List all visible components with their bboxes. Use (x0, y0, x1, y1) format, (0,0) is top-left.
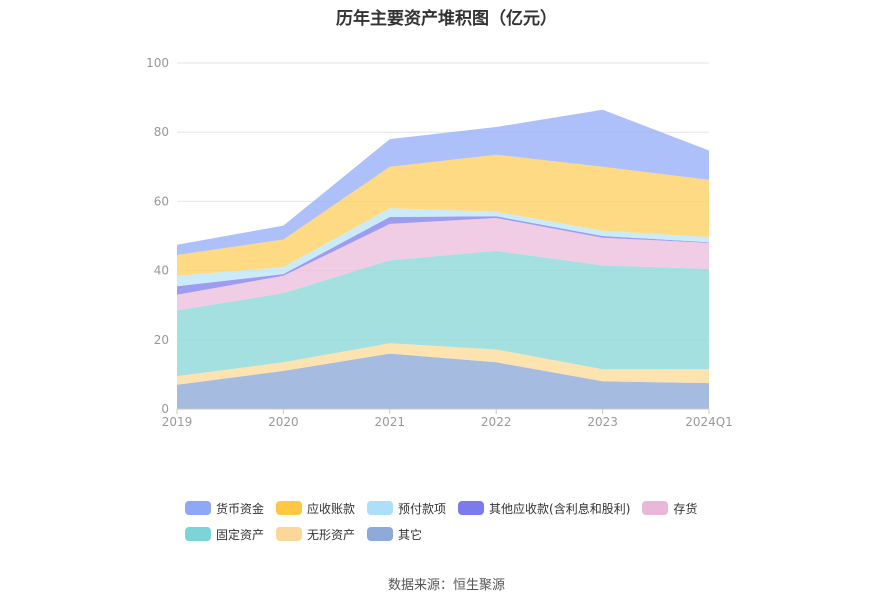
area-series-3 (177, 218, 709, 311)
x-tick-label: 2023 (587, 415, 618, 429)
legend-label: 应收账款 (307, 501, 356, 516)
x-tick-label: 2024Q1 (685, 415, 733, 429)
legend-item[interactable]: 固定资产 (185, 526, 264, 543)
area-series (177, 109, 709, 409)
source-note: 数据来源：恒生聚源 (387, 578, 505, 593)
legend-label: 预付款项 (398, 501, 447, 516)
legend-label: 货币资金 (216, 501, 265, 516)
legend-swatch (185, 501, 211, 515)
legend-row: 货币资金 应收账款 预付款项 其他应收款(含利息和股利) 存货 (185, 495, 745, 521)
legend-label: 无形资产 (307, 527, 356, 542)
legend: 货币资金 应收账款 预付款项 其他应收款(含利息和股利) 存货 固定资产 无形资产 其它 (185, 495, 745, 547)
y-tick-label: 40 (154, 264, 169, 278)
area-series-0 (177, 353, 709, 409)
y-tick-label: 60 (154, 194, 169, 208)
legend-item[interactable]: 货币资金 (185, 500, 264, 517)
chart-title: 历年主要资产堆积图（亿元） (336, 9, 557, 29)
legend-item[interactable]: 无形资产 (276, 526, 355, 543)
legend-swatch (458, 501, 485, 515)
legend-item[interactable]: 其它 (367, 526, 422, 543)
legend-row: 固定资产 无形资产 其它 (185, 521, 745, 547)
y-tick-label: 0 (161, 402, 169, 416)
legend-swatch (367, 527, 394, 541)
area-series-1 (177, 343, 709, 385)
legend-swatch (642, 501, 669, 515)
area-series-2 (177, 250, 709, 377)
axes: 0 20 40 60 80 100 2019 2020 2021 2022 2023 2024Q1 (146, 56, 733, 429)
x-tick-label: 2021 (375, 415, 406, 429)
x-tick-label: 2022 (481, 415, 512, 429)
x-tick-label: 2020 (268, 415, 299, 429)
y-tick-label: 20 (154, 333, 169, 347)
area-series-7 (177, 109, 709, 255)
legend-label: 其他应收款(含利息和股利) (489, 501, 631, 516)
legend-item[interactable]: 其他应收款(含利息和股利) (458, 500, 630, 517)
legend-item[interactable]: 存货 (642, 500, 697, 517)
x-tick-label: 2019 (162, 415, 193, 429)
area-series-5 (177, 208, 709, 287)
legend-label: 其它 (398, 527, 423, 542)
legend-swatch (276, 527, 303, 541)
legend-swatch (185, 527, 211, 541)
legend-item[interactable]: 预付款项 (367, 500, 446, 517)
legend-item[interactable]: 应收账款 (276, 500, 355, 517)
y-tick-label: 100 (146, 56, 169, 70)
legend-swatch (367, 501, 394, 515)
area-series-6 (177, 154, 709, 276)
y-tick-label: 80 (154, 125, 169, 139)
legend-label: 存货 (673, 501, 698, 516)
legend-label: 固定资产 (216, 527, 265, 542)
legend-swatch (276, 501, 303, 515)
